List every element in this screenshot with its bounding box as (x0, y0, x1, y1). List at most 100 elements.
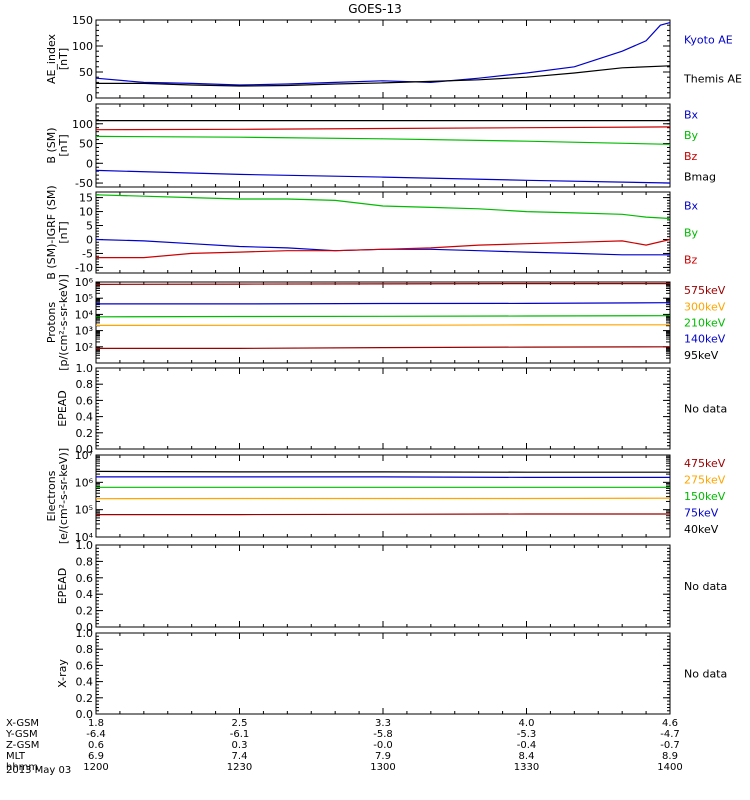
y-tick-label: 0.0 (76, 443, 94, 456)
y-tick-label: 10⁵ (75, 504, 93, 517)
y-tick-label: 5 (86, 220, 93, 233)
legend-entry: 75keV (684, 506, 719, 519)
y-tick-label: 10⁷ (75, 449, 93, 462)
series-line-575kev (95, 283, 670, 285)
y-axis-label: [p/(cm²-s-sr-keV)] (57, 274, 70, 371)
legend-entry: 300keV (684, 300, 726, 313)
panel-protons: 10² 10³ 10⁴ 10⁵ 10⁶ Protons [p/(cm²-s-sr-keV)]… (45, 274, 726, 371)
panel-frame (95, 19, 671, 99)
series-line-475kev (96, 513, 670, 516)
y-tick-label: 0.0 (76, 708, 94, 721)
ephemeris-value: 4.0 (519, 718, 535, 729)
ephemeris-value: 0.3 (232, 740, 248, 751)
y-tick-label: 10³ (75, 325, 93, 338)
y-tick-label: -10 (75, 261, 93, 274)
y-tick-label: 1.0 (76, 539, 94, 552)
ephemeris-value: -0.0 (373, 740, 393, 751)
y-tick-label: 1.0 (76, 362, 94, 375)
y-tick-label: -50 (75, 177, 93, 190)
ephemeris-label: X-GSM (6, 718, 39, 729)
legend-entry: Bx (684, 200, 699, 213)
y-tick-label: 0.4 (76, 588, 94, 601)
panel-frame (95, 454, 671, 538)
y-axis-label: Electrons (45, 470, 58, 521)
y-tick-label: 0.6 (76, 572, 94, 585)
y-tick-label: 10⁵ (75, 292, 93, 305)
panel-frame (95, 632, 671, 715)
series-line-210kev (95, 315, 671, 318)
y-axis-label: [e/(cm²-s-sr-keV)] (57, 448, 70, 544)
legend-entry: 40keV (684, 523, 719, 536)
ephemeris-value: 0.6 (88, 740, 104, 751)
series-line-140kev (96, 302, 671, 305)
no-data-label: No data (684, 668, 727, 681)
panel-bsm: -50 0 50 100 B (SM) [nT] Bx By Bz Bmag (45, 103, 716, 190)
ephemeris-value: 1300 (370, 762, 395, 773)
y-tick-label: 10⁶ (75, 276, 94, 289)
series-line-kyoto-ae (95, 22, 671, 86)
legend-entry: 140keV (684, 333, 726, 346)
legend-entry: Bx (684, 108, 699, 121)
ephemeris-value: -5.3 (517, 729, 537, 740)
panel-epead2: 0.0 0.2 0.4 0.6 0.8 1.0 EPEAD No data (56, 539, 727, 634)
y-tick-label: 0.8 (76, 555, 94, 568)
panel-frame (95, 281, 671, 364)
panels-layer: 0 50 100 150 AE_index [nT] Kyoto AE Themis AE -5… (45, 14, 742, 721)
legend-entry: Bz (684, 150, 698, 163)
y-tick-label: 0 (86, 157, 93, 170)
ephemeris-value: 4.6 (662, 718, 678, 729)
y-tick-label: 10² (75, 341, 93, 354)
legend-entry: 95keV (684, 349, 719, 362)
ephemeris-value: 8.4 (519, 751, 535, 762)
legend-entry: Kyoto AE (684, 34, 733, 47)
panel-frame (95, 367, 671, 450)
series-line-40kev (95, 470, 670, 473)
series-line-275kev (95, 497, 671, 500)
legend-entry: Bmag (684, 171, 716, 184)
series-line-themis-ae (96, 65, 671, 87)
y-tick-label: 100 (72, 40, 93, 53)
y-tick-label: 100 (72, 118, 93, 131)
ephemeris-value: -0.7 (660, 740, 680, 751)
ephemeris-label: Z-GSM (6, 740, 39, 751)
y-axis-label: Protons (45, 302, 58, 343)
ephemeris-label: Y-GSM (5, 729, 38, 740)
y-axis-label: AE_index (45, 33, 58, 84)
y-axis-label: [nT] (57, 48, 70, 70)
legend-entry: Bz (684, 254, 698, 267)
panel-frame (95, 544, 671, 628)
ephemeris-value: -4.7 (660, 729, 680, 740)
ephemeris-label: hhmm (6, 762, 38, 773)
series-line-bx (95, 169, 671, 184)
chart-title: GOES-13 (348, 2, 402, 16)
ephemeris-value: 1330 (514, 762, 539, 773)
panel-xray: 0.0 0.2 0.4 0.6 0.8 1.0 X-ray No data (56, 627, 727, 721)
ephemeris-value: 3.3 (375, 718, 391, 729)
series-line-95kev (96, 346, 671, 349)
series-line-300kev (95, 324, 671, 326)
ephemeris-value: 7.9 (375, 751, 391, 762)
ephemeris-value: -5.8 (373, 729, 393, 740)
ephemeris-value: 8.9 (662, 751, 678, 762)
legend-entry: 275keV (684, 474, 726, 487)
y-axis-label: X-ray (56, 659, 69, 688)
y-tick-label: 150 (72, 14, 93, 27)
no-data-label: No data (684, 403, 727, 416)
y-tick-label: 50 (79, 66, 93, 79)
y-tick-label: 0.2 (76, 692, 94, 705)
ephemeris-value: 1.8 (88, 718, 104, 729)
date-label: 2013 May 03 (6, 765, 71, 776)
ephemeris-value: 1230 (227, 762, 252, 773)
ephemeris-value: 1400 (657, 762, 682, 773)
y-tick-label: 50 (79, 138, 93, 151)
legend-entry: By (684, 227, 699, 240)
legend-entry: Themis AE (683, 73, 742, 86)
y-axis-label: EPEAD (56, 568, 69, 605)
y-tick-label: 0.0 (76, 621, 94, 634)
legend-entry: 475keV (684, 457, 726, 470)
ephemeris-value: 2.5 (232, 718, 248, 729)
y-tick-label: 10 (79, 206, 93, 219)
